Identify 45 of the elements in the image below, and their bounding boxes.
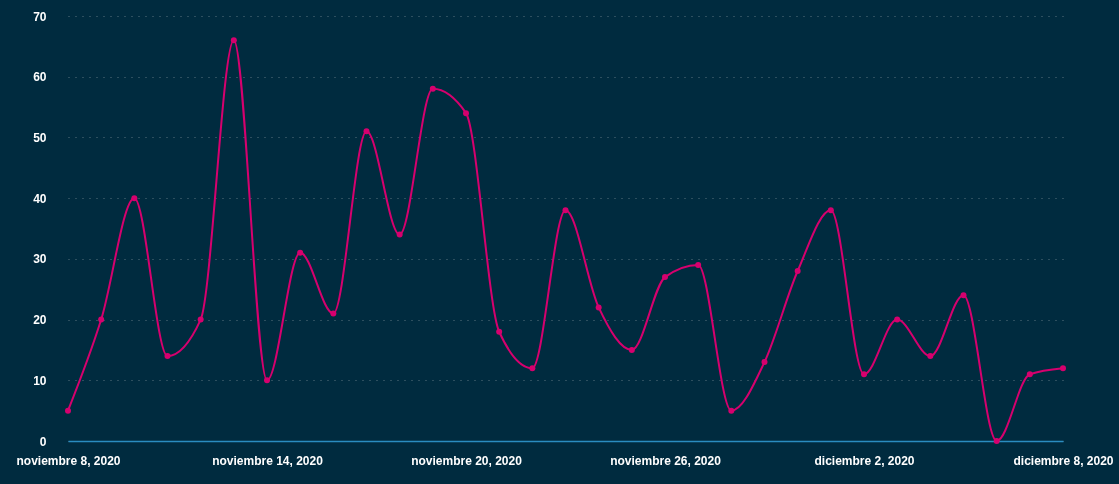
point xyxy=(65,407,71,414)
point xyxy=(894,316,901,323)
point xyxy=(662,274,668,281)
point xyxy=(230,37,237,44)
point xyxy=(728,407,735,414)
y-tick-label: 70 xyxy=(33,9,47,24)
x-tick-label: noviembre 26, 2020 xyxy=(610,453,722,468)
point xyxy=(264,377,270,384)
y-tick-label: 0 xyxy=(39,434,47,449)
point xyxy=(1060,365,1066,372)
point xyxy=(463,110,469,117)
point xyxy=(562,207,569,214)
y-tick-label: 40 xyxy=(33,191,47,206)
x-tick-label: diciembre 8, 2020 xyxy=(1013,453,1114,468)
x-tick-label: noviembre 14, 2020 xyxy=(212,453,324,468)
y-tick-label: 30 xyxy=(33,252,47,267)
point xyxy=(960,292,967,299)
point xyxy=(695,261,702,268)
point xyxy=(330,310,337,317)
point xyxy=(993,438,1000,444)
point xyxy=(827,207,834,214)
point xyxy=(496,328,503,335)
y-tick-label: 10 xyxy=(33,373,47,388)
point xyxy=(396,231,403,238)
point xyxy=(927,353,934,359)
point xyxy=(595,304,602,311)
point xyxy=(529,365,536,372)
point xyxy=(197,316,204,323)
y-tick-label: 50 xyxy=(33,130,47,145)
point xyxy=(131,195,138,202)
y-tick-label: 20 xyxy=(33,313,47,328)
point xyxy=(794,268,801,274)
point xyxy=(429,85,436,92)
x-tick-label: diciembre 2, 2020 xyxy=(814,453,915,468)
point xyxy=(1026,371,1033,378)
point xyxy=(861,371,867,378)
y-tick-label: 60 xyxy=(33,70,47,85)
x-tick-label: noviembre 8, 2020 xyxy=(16,453,121,468)
x-tick-label: noviembre 20, 2020 xyxy=(411,453,523,468)
point xyxy=(98,316,105,323)
point xyxy=(363,128,370,135)
point xyxy=(628,346,635,353)
point xyxy=(297,249,304,256)
point xyxy=(761,359,768,366)
point xyxy=(164,353,171,359)
